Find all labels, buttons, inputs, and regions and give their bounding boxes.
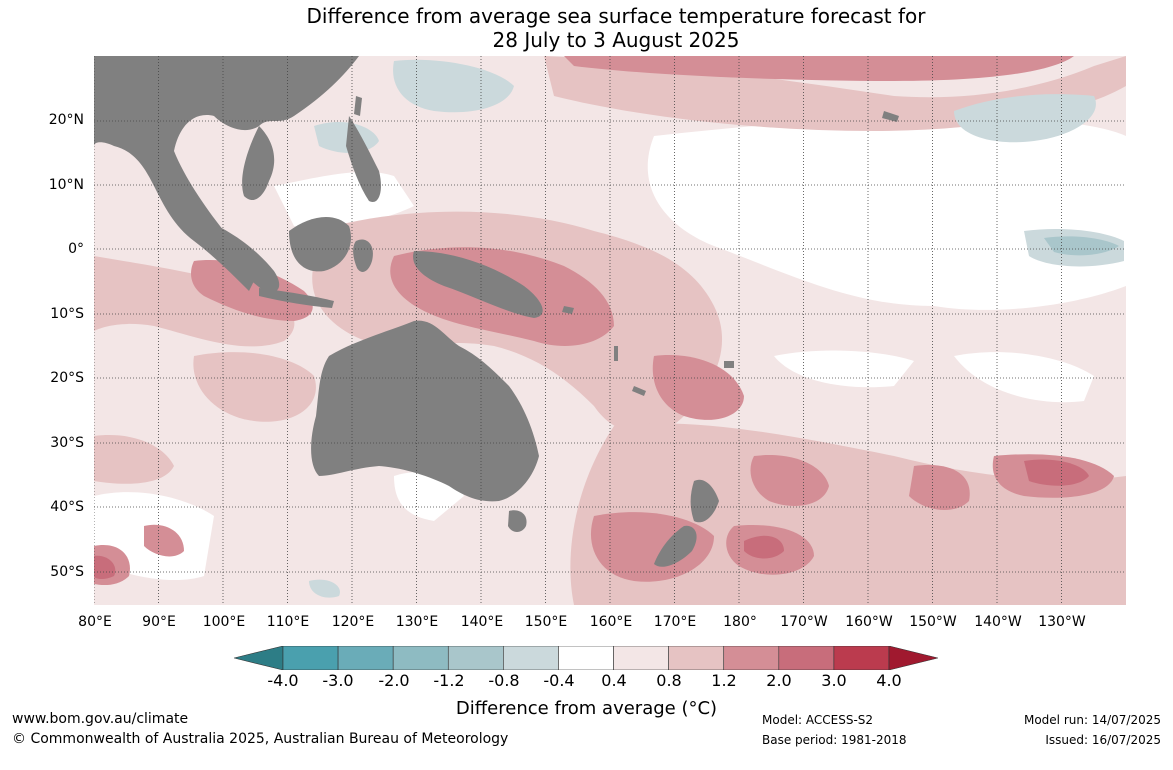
asia-mainland (94, 56, 359, 291)
new-guinea (413, 251, 543, 318)
model-run-date: Model run: 14/07/2025 (1023, 713, 1161, 727)
sst-anomaly-map (94, 56, 1126, 605)
colorbar-label: Difference from average (°C) (455, 698, 718, 719)
fiji (724, 361, 734, 368)
tasmania (508, 510, 527, 532)
lon-label-180: 180° (723, 614, 757, 630)
lon-label-130w: 130°W (1038, 614, 1086, 630)
colorbar-tick: 0.8 (656, 671, 682, 690)
lat-label-20n: 20°N (48, 112, 84, 128)
title-line-1: Difference from average sea surface temp… (306, 4, 926, 28)
colorbar-tick: 2.0 (766, 671, 792, 690)
lon-label-140w: 140°W (974, 614, 1022, 630)
colorbar-arrow-high (888, 646, 938, 670)
colorbar-cell (723, 646, 780, 670)
colorbar-tick: -0.4 (543, 671, 575, 690)
model-name: Model: ACCESS-S2 (762, 713, 874, 727)
colorbar-tick: 3.0 (821, 671, 847, 690)
colorbar-cell (613, 646, 669, 670)
colorbar-cell (447, 646, 504, 670)
warm-anomaly-level-4 (94, 459, 1089, 580)
copyright-text: © Commonwealth of Australia 2025, Austra… (12, 731, 509, 747)
colorbar-tick: -1.2 (433, 671, 465, 690)
colorbar-tick: -0.8 (488, 671, 520, 690)
philippines (346, 116, 381, 202)
colorbar-cell (337, 646, 394, 670)
taiwan (354, 96, 362, 116)
java (259, 288, 334, 308)
colorbar-tick: -2.0 (378, 671, 410, 690)
lon-label-110e: 110°E (266, 614, 310, 630)
colorbar-arrow-low (234, 646, 284, 670)
colorbar-tick: 4.0 (876, 671, 902, 690)
new-zealand-south-island (654, 525, 697, 567)
colorbar-tick: 1.2 (711, 671, 737, 690)
solomon-islands (562, 306, 574, 314)
colorbar-cell (833, 646, 890, 670)
lat-label-10s: 10°S (50, 306, 84, 322)
lat-label-30s: 30°S (50, 435, 84, 451)
land-masses (94, 56, 899, 567)
base-period: Base period: 1981-2018 (762, 733, 907, 747)
lon-label-90e: 90°E (142, 614, 176, 630)
website-link[interactable]: www.bom.gov.au/climate (12, 711, 189, 727)
hawaii (882, 111, 899, 122)
colorbar (234, 646, 938, 670)
colorbar-tick: -3.0 (322, 671, 354, 690)
lon-label-120e: 120°E (331, 614, 375, 630)
colorbar-tick: -4.0 (267, 671, 299, 690)
lon-label-150w: 150°W (909, 614, 957, 630)
title-line-2: 28 July to 3 August 2025 (492, 28, 740, 52)
lon-label-80e: 80°E (78, 614, 112, 630)
colorbar-cell (778, 646, 835, 670)
lat-label-40s: 40°S (50, 499, 84, 515)
lon-label-130e: 130°E (395, 614, 439, 630)
map-title: Difference from average sea surface temp… (0, 4, 1173, 52)
colorbar-cell (558, 646, 614, 670)
colorbar-cell (282, 646, 339, 670)
graticule (94, 56, 1126, 605)
new-caledonia (632, 386, 646, 396)
sumatra (194, 216, 280, 293)
colorbar-tick: 0.4 (601, 671, 627, 690)
lon-label-170e: 170°E (653, 614, 697, 630)
colorbar-cell (668, 646, 725, 670)
lon-label-100e: 100°E (202, 614, 246, 630)
lat-label-0: 0° (68, 241, 84, 257)
borneo (289, 216, 352, 272)
new-zealand-north-island (690, 479, 719, 523)
lon-label-150e: 150°E (524, 614, 568, 630)
issued-date: Issued: 16/07/2025 (1045, 733, 1161, 747)
lon-label-160w: 160°W (845, 614, 893, 630)
sulawesi (353, 239, 373, 272)
lon-label-140e: 140°E (460, 614, 504, 630)
lon-label-160e: 160°E (589, 614, 633, 630)
cool-anomaly-core (1044, 236, 1119, 256)
lon-label-170w: 170°W (780, 614, 828, 630)
australia (311, 320, 539, 502)
lat-label-50s: 50°S (50, 564, 84, 580)
lat-label-10n: 10°N (48, 177, 84, 193)
vanuatu (614, 346, 618, 361)
colorbar-cell (392, 646, 449, 670)
colorbar-cell (503, 646, 559, 670)
indochina (242, 126, 275, 201)
lat-label-20s: 20°S (50, 370, 84, 386)
